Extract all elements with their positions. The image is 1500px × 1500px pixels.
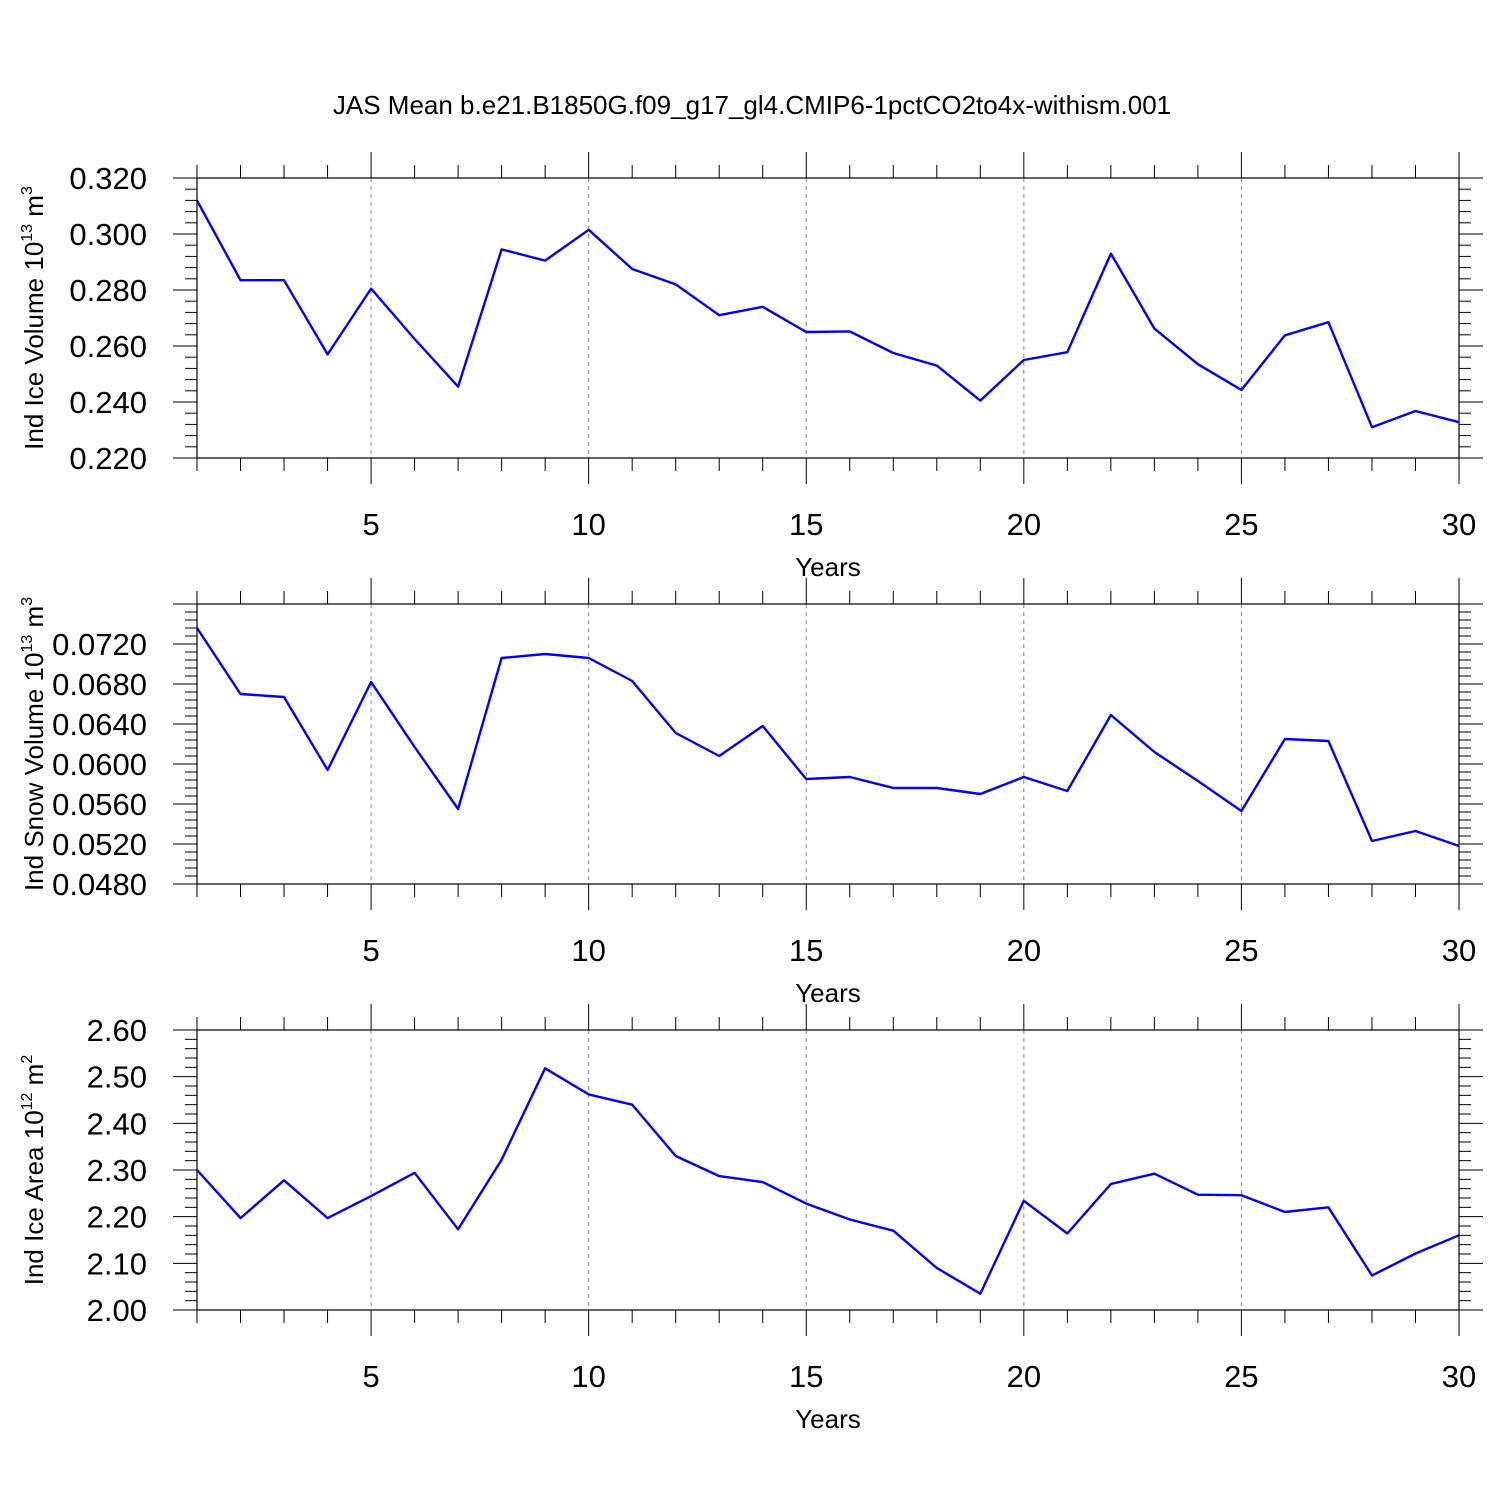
series-line bbox=[195, 199, 1460, 429]
chart-title: JAS Mean b.e21.B1850G.f09_g17_gl4.CMIP6-… bbox=[333, 90, 1171, 120]
panel-3: 5 10 15 20 25 30 Years 2.00 2.10 2.20 2.30 2.40 2.50… bbox=[19, 1004, 1483, 1434]
x-tick-label: 20 bbox=[1007, 507, 1041, 542]
y-tick-label: 0.0720 bbox=[52, 627, 147, 662]
y-tick-label: 0.300 bbox=[69, 217, 147, 252]
x-tick-label: 30 bbox=[1442, 507, 1476, 542]
y-tick-label: 0.220 bbox=[69, 441, 147, 476]
x-tick-label: 30 bbox=[1442, 933, 1476, 968]
x-tick-label: 15 bbox=[789, 1359, 823, 1394]
x-axis-label: Years bbox=[795, 552, 861, 582]
y-tick-label: 2.60 bbox=[87, 1013, 147, 1048]
x-tick-label: 25 bbox=[1224, 1359, 1258, 1394]
x-tick-label: 5 bbox=[362, 933, 379, 968]
y-axis-label: Ind Ice Area 1012 m2 bbox=[19, 1055, 49, 1286]
y-tick-label: 2.40 bbox=[87, 1106, 147, 1141]
y-axis-label-exponent: 13 bbox=[19, 224, 36, 242]
y-tick-label: 0.0560 bbox=[52, 787, 147, 822]
y-axis-label-unit-exponent: 3 bbox=[19, 186, 36, 195]
y-axis-label-unit: m bbox=[19, 606, 49, 635]
x-tick-label: 5 bbox=[362, 507, 379, 542]
x-tick-label: 15 bbox=[789, 507, 823, 542]
y-tick-label: 2.50 bbox=[87, 1060, 147, 1095]
x-axis-label: Years bbox=[795, 1404, 861, 1434]
y-axis-label-exponent: 13 bbox=[19, 635, 36, 653]
x-tick-label: 10 bbox=[571, 1359, 605, 1394]
x-tick-label: 15 bbox=[789, 933, 823, 968]
y-axis-label-main: Ind Ice Volume 10 bbox=[19, 242, 49, 450]
x-tick-label: 20 bbox=[1007, 1359, 1041, 1394]
y-axis-label-unit-exponent: 3 bbox=[19, 597, 36, 606]
x-tick-label: 5 bbox=[362, 1359, 379, 1394]
y-axis-label: Ind Ice Volume 1013 m3 bbox=[19, 186, 49, 450]
x-tick-label: 25 bbox=[1224, 933, 1258, 968]
y-tick-label: 2.30 bbox=[87, 1153, 147, 1188]
y-tick-label: 2.20 bbox=[87, 1200, 147, 1235]
y-tick-label: 2.10 bbox=[87, 1246, 147, 1281]
series-line bbox=[195, 627, 1460, 848]
y-tick-label: 0.0640 bbox=[52, 707, 147, 742]
y-tick-label: 0.260 bbox=[69, 329, 147, 364]
y-axis-label-unit: m bbox=[19, 1064, 49, 1093]
x-tick-label: 25 bbox=[1224, 507, 1258, 542]
x-tick-label: 10 bbox=[571, 933, 605, 968]
y-axis-label-unit-exponent: 2 bbox=[19, 1055, 36, 1064]
y-tick-label: 0.240 bbox=[69, 385, 147, 420]
y-tick-label: 0.0520 bbox=[52, 827, 147, 862]
y-tick-label: 0.320 bbox=[69, 161, 147, 196]
y-axis-label-unit: m bbox=[19, 195, 49, 224]
panel-1: 5 10 15 20 25 30 Years 0.220 0.240 0.260 0.280 0.30… bbox=[19, 152, 1483, 582]
y-tick-label: 0.0600 bbox=[52, 747, 147, 782]
plot-frame bbox=[196, 177, 1460, 459]
panel-2: 5 10 15 20 25 30 Years 0.0480 0.0520 0.0560 0.0600… bbox=[19, 578, 1483, 1008]
x-axis-label: Years bbox=[795, 978, 861, 1008]
y-tick-label: 2.00 bbox=[87, 1293, 147, 1328]
y-tick-label: 0.0680 bbox=[52, 667, 147, 702]
y-tick-label: 0.0480 bbox=[52, 867, 147, 902]
y-axis-label-main: Ind Ice Area 10 bbox=[19, 1110, 49, 1285]
plot-frame bbox=[196, 603, 1460, 885]
plot-frame bbox=[196, 1029, 1460, 1311]
y-axis-label-main: Ind Snow Volume 10 bbox=[19, 653, 49, 892]
x-tick-label: 20 bbox=[1007, 933, 1041, 968]
panels: 5 10 15 20 25 30Years0.2200.2400.2600.2800.30… bbox=[19, 152, 1483, 1434]
x-tick-label: 10 bbox=[571, 507, 605, 542]
x-tick-label: 30 bbox=[1442, 1359, 1476, 1394]
series-line bbox=[196, 1067, 1460, 1295]
y-axis-label-exponent: 12 bbox=[19, 1092, 36, 1110]
y-tick-label: 0.280 bbox=[69, 273, 147, 308]
y-axis-label: Ind Snow Volume 1013 m3 bbox=[19, 597, 49, 891]
